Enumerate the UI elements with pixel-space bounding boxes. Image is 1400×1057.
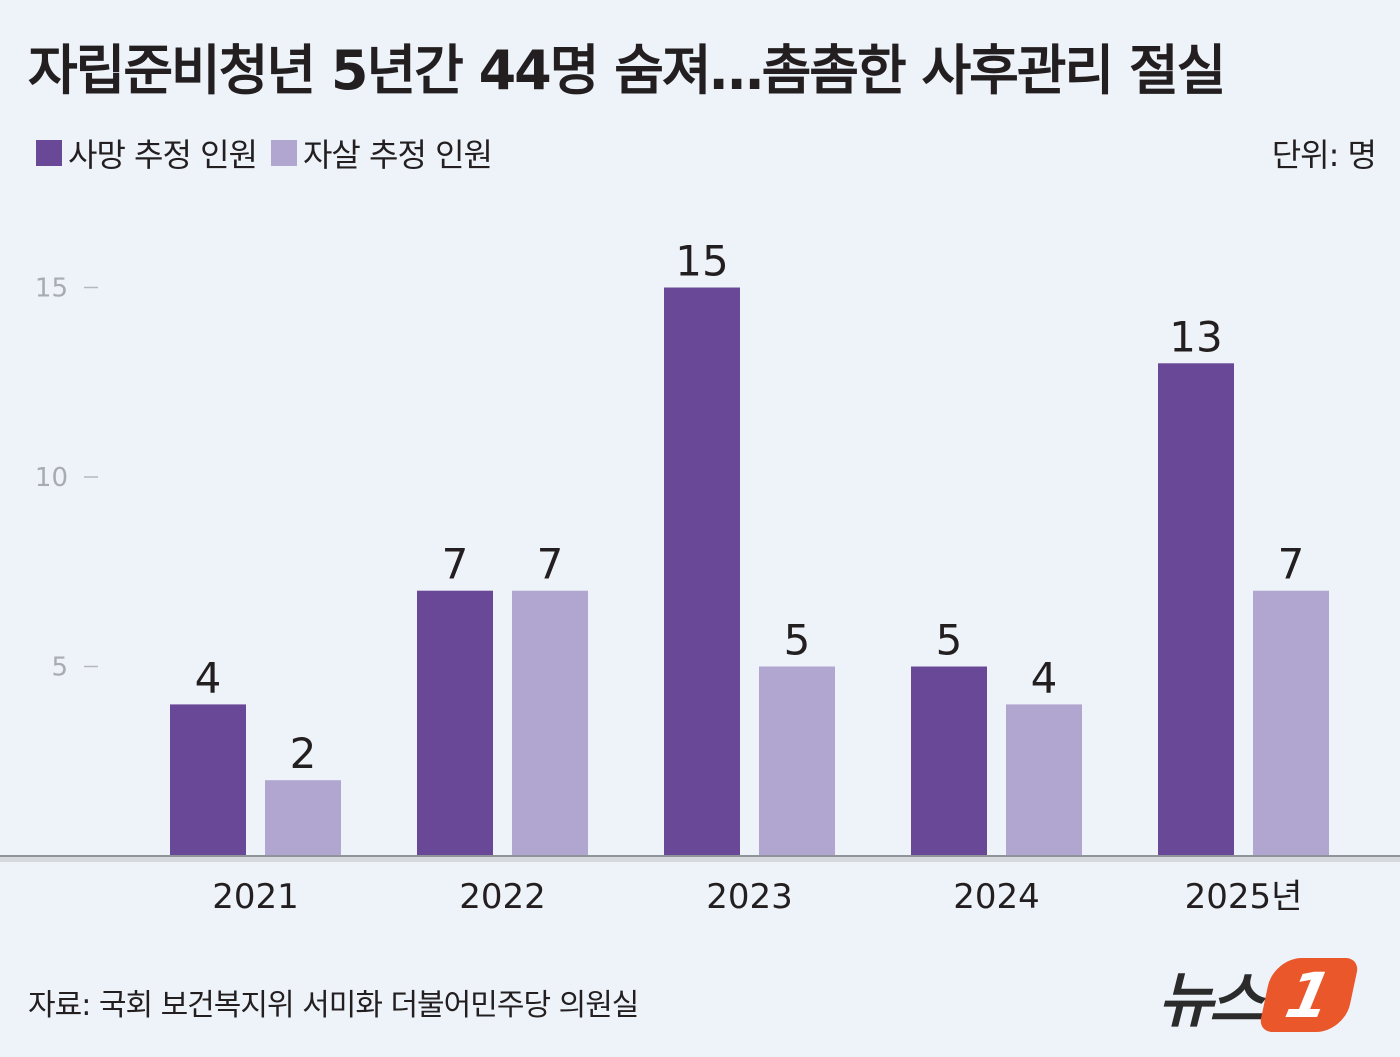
logo-badge-text: 1 <box>1280 958 1339 1032</box>
bar <box>170 704 246 856</box>
y-tick-label: 5 <box>51 653 68 683</box>
data-label: 13 <box>1169 312 1222 361</box>
legend-label-death: 사망 추정 인원 <box>68 136 258 174</box>
logo-badge: 1 <box>1258 958 1361 1032</box>
data-label: 4 <box>1031 653 1058 702</box>
bar <box>1253 590 1329 856</box>
chart-title: 자립준비청년 5년간 44명 숨져…촘촘한 사후관리 절실 <box>28 39 1226 102</box>
legend-label-suicide: 자살 추정 인원 <box>302 136 493 174</box>
unit-label: 단위: 명 <box>1271 136 1377 174</box>
data-label: 2 <box>290 729 317 778</box>
data-label: 7 <box>442 540 469 589</box>
x-tick-label: 2025년 <box>1185 877 1303 917</box>
bar <box>265 780 341 856</box>
news1-logo: 뉴스 1 <box>1158 955 1380 1036</box>
bar <box>1006 704 1082 856</box>
bar <box>417 590 493 856</box>
y-tick-label: 15 <box>35 274 68 304</box>
data-label: 15 <box>675 237 728 286</box>
y-tick-label: 10 <box>35 463 68 493</box>
x-tick-label: 2024 <box>953 877 1040 917</box>
legend-swatch-suicide <box>270 140 297 166</box>
data-label: 4 <box>195 653 222 702</box>
data-label: 7 <box>1278 540 1305 589</box>
baseline-shadow <box>0 856 1400 862</box>
x-tick-label: 2023 <box>706 877 793 917</box>
bar <box>1158 363 1234 856</box>
legend-item-death: 사망 추정 인원 <box>36 130 258 176</box>
data-label: 7 <box>537 540 564 589</box>
source-text: 자료: 국회 보건복지위 서미화 더불어민주당 의원실 <box>28 988 639 1023</box>
legend-item-suicide: 자살 추정 인원 <box>270 130 493 176</box>
logo-text: 뉴스 <box>1158 965 1264 1036</box>
legend-swatch-death <box>36 140 62 166</box>
x-tick-label: 2022 <box>459 877 546 917</box>
data-label: 5 <box>784 616 811 665</box>
bar <box>759 666 835 856</box>
bar <box>911 666 987 856</box>
legend: 사망 추정 인원 자살 추정 인원 <box>36 130 506 176</box>
bar <box>664 287 740 856</box>
bar <box>512 590 588 856</box>
data-label: 5 <box>936 616 963 665</box>
x-tick-label: 2021 <box>212 877 299 917</box>
